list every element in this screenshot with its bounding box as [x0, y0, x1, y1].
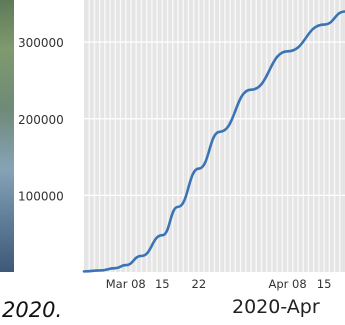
y-tick-label: 200000: [18, 113, 64, 127]
y-tick-label: 300000: [18, 36, 64, 50]
caption-left: 2020.: [2, 298, 63, 322]
y-tick-label: 100000: [18, 189, 64, 203]
x-tick-label: Mar 08: [106, 277, 146, 291]
series-line: [82, 10, 345, 273]
series-layer: [82, 10, 345, 273]
x-tick-label: 15: [317, 277, 332, 291]
y-tick-labels: 100000 200000 300000: [18, 36, 64, 203]
date-axis-caption: 2020-Apr: [232, 296, 320, 318]
x-tick-label: 15: [155, 277, 170, 291]
x-tick-labels: Mar 08 15 22 Apr 08 15: [106, 277, 332, 291]
x-tick-label: Apr 08: [268, 277, 306, 291]
photo-edge: [0, 0, 14, 272]
x-gridlines: [88, 0, 341, 272]
x-tick-label: 22: [192, 277, 207, 291]
